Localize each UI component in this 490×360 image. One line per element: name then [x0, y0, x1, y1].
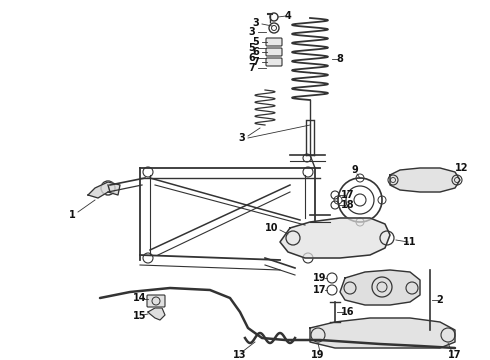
Text: 1: 1: [69, 210, 75, 220]
Text: 6: 6: [248, 53, 255, 63]
Text: 8: 8: [337, 54, 343, 64]
FancyBboxPatch shape: [266, 58, 282, 66]
Text: 4: 4: [285, 11, 292, 21]
FancyBboxPatch shape: [147, 295, 165, 307]
Text: 12: 12: [455, 163, 469, 173]
Text: 5: 5: [248, 43, 255, 53]
Text: 19: 19: [313, 273, 327, 283]
Text: 9: 9: [352, 165, 358, 175]
Polygon shape: [280, 218, 390, 258]
Text: 16: 16: [341, 307, 355, 317]
Text: 10: 10: [265, 223, 279, 233]
Polygon shape: [310, 318, 455, 348]
Polygon shape: [390, 168, 460, 192]
Polygon shape: [88, 182, 120, 198]
Text: 3: 3: [248, 27, 255, 37]
FancyBboxPatch shape: [266, 38, 282, 46]
Text: 19: 19: [311, 350, 325, 360]
Text: 3: 3: [239, 133, 245, 143]
Text: 13: 13: [233, 350, 247, 360]
Text: 5: 5: [253, 37, 259, 47]
Text: 11: 11: [403, 237, 417, 247]
Text: 18: 18: [341, 200, 355, 210]
Text: 7: 7: [248, 63, 255, 73]
Text: 2: 2: [437, 295, 443, 305]
Text: 17: 17: [341, 190, 355, 200]
Text: 3: 3: [253, 18, 259, 28]
Text: 14: 14: [133, 293, 147, 303]
Polygon shape: [340, 270, 420, 305]
Text: 6: 6: [253, 47, 259, 57]
Text: 7: 7: [253, 57, 259, 67]
Text: 15: 15: [133, 311, 147, 321]
FancyBboxPatch shape: [266, 48, 282, 56]
Polygon shape: [148, 308, 165, 320]
Text: 17: 17: [313, 285, 327, 295]
Text: 17: 17: [448, 350, 462, 360]
